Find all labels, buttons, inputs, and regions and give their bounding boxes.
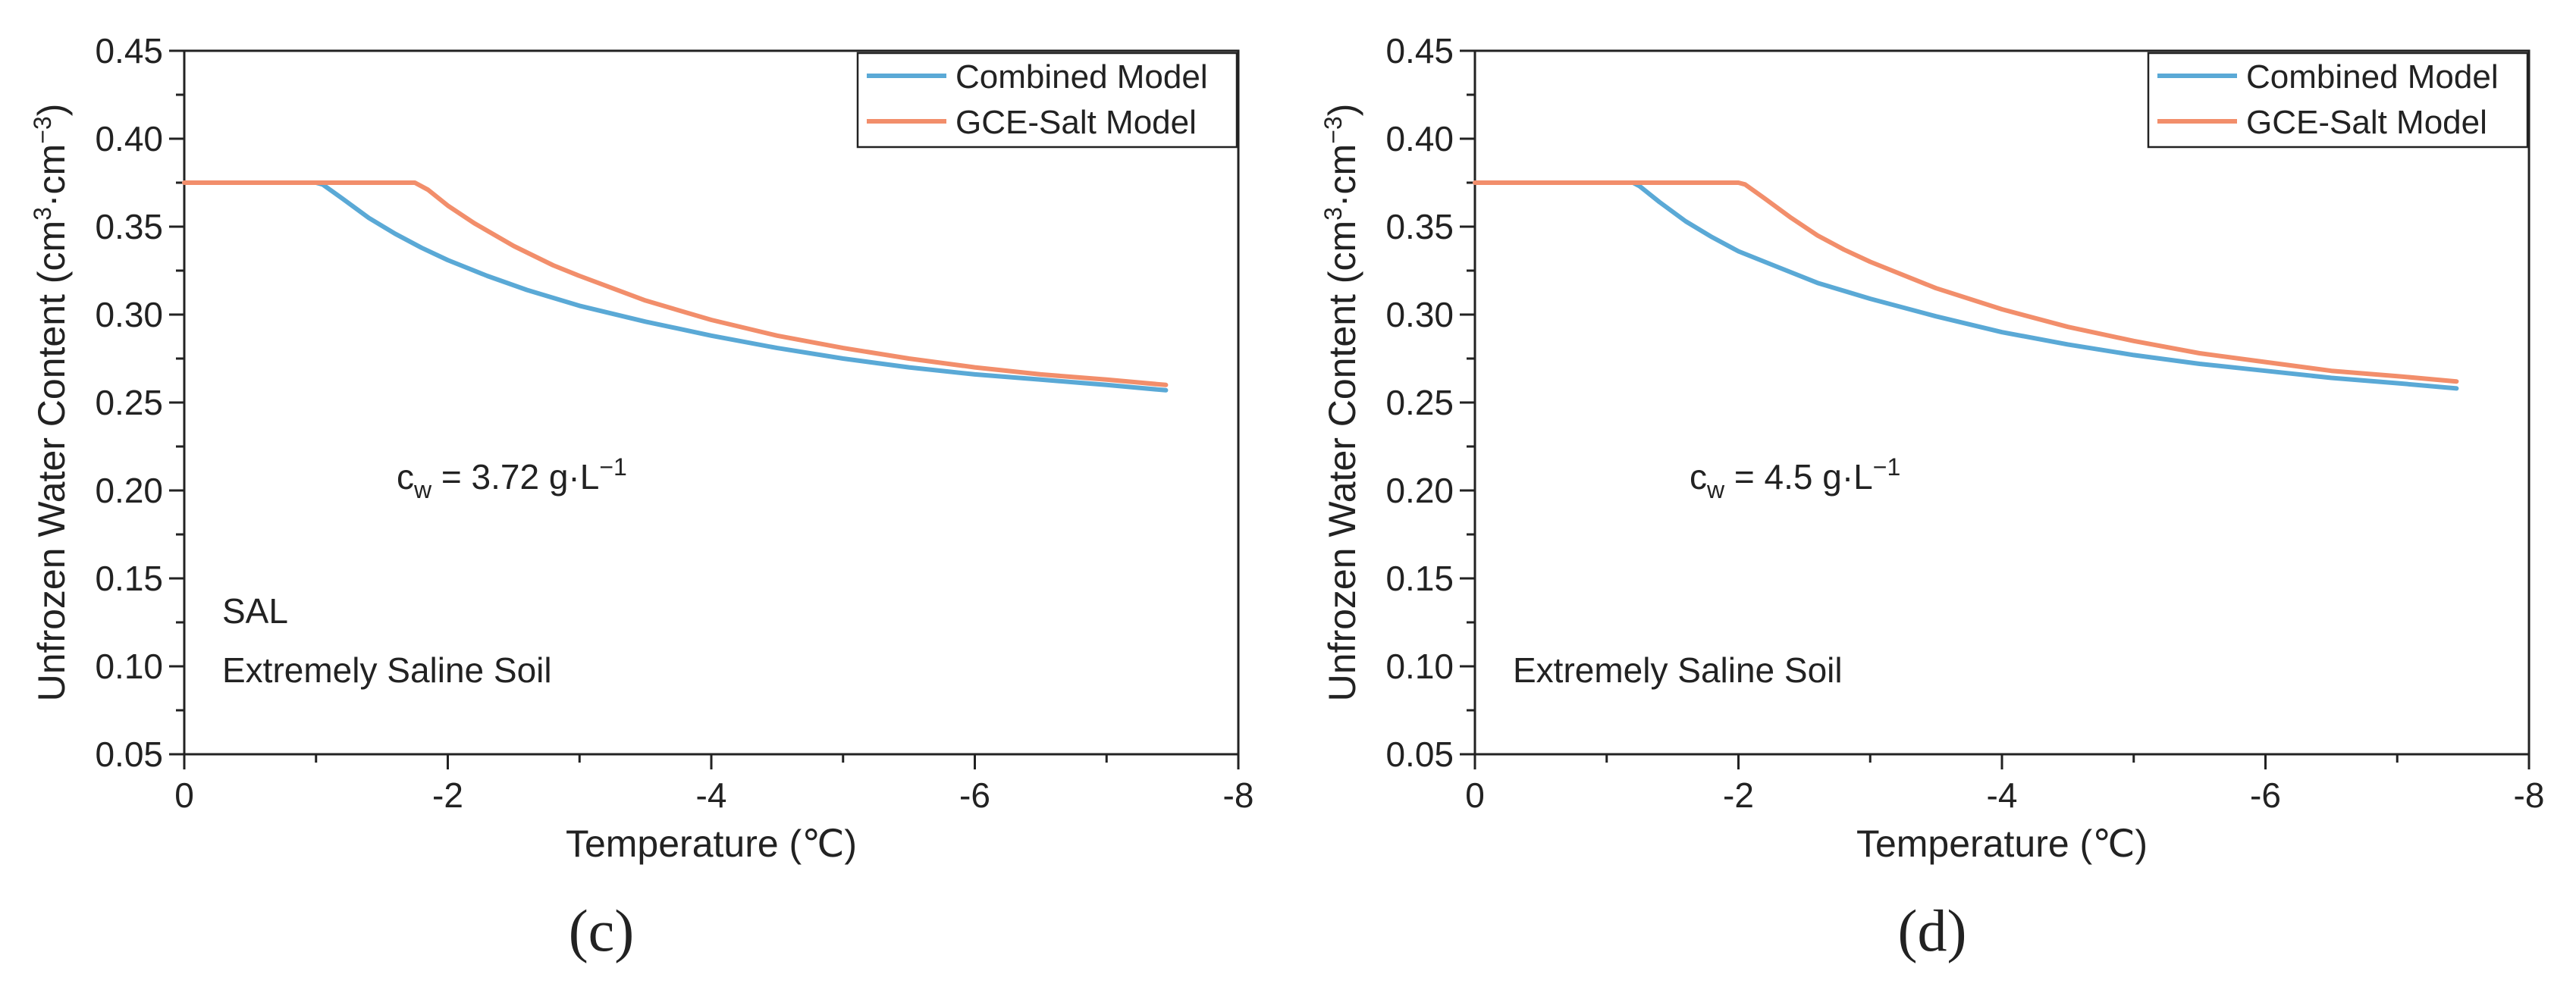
legend-label-combined: Combined Model [955,58,1208,96]
panel-label-d: (d) [1898,898,1967,963]
chart-panel-c: 0.05 0.10 0.15 0.20 0.25 0.30 0.35 0.40 0.45 0 -2… [29,31,1253,963]
y-tick-label: 0.15 [95,559,163,598]
x-tick-label: -6 [959,775,990,815]
x-tick-label: 0 [1465,775,1485,815]
y-tick-label: 0.40 [1385,119,1454,158]
y-ticks: 0.05 0.10 0.15 0.20 0.25 0.30 0.35 0.40 0.45 [1385,31,1475,774]
x-tick-label: -2 [432,775,463,815]
y-tick-label: 0.25 [95,383,163,422]
y-tick-label: 0.15 [1385,559,1454,598]
x-tick-label: 0 [174,775,194,815]
legend: Combined Model GCE-Salt Model [856,52,1238,149]
chart-panel-d: 0.05 0.10 0.15 0.20 0.25 0.30 0.35 0.40 0.45 0 -2… [1319,31,2544,963]
y-tick-label: 0.05 [1385,735,1454,774]
panel-label-c: (c) [569,898,635,963]
y-tick-label: 0.10 [1385,647,1454,686]
plot-frame [183,49,1240,756]
y-tick-label: 0.35 [95,207,163,246]
legend-label-gce: GCE-Salt Model [955,104,1197,141]
legend-box [856,52,1238,149]
plot-lines [182,180,1169,393]
series-line-combined-model [1473,180,2459,391]
x-ticks: 0 -2 -4 -6 -8 [174,754,1253,815]
y-tick-label: 0.05 [95,735,163,774]
note-soil-type: Extremely Saline Soil [222,650,552,690]
note-soil-type: Extremely Saline Soil [1513,650,1843,690]
legend-box [2147,52,2529,149]
legend-label-combined: Combined Model [2246,58,2499,96]
y-tick-label: 0.25 [1385,383,1454,422]
concentration-annotation: cw = 4.5 g·L−1 [1690,453,1900,503]
y-tick-label: 0.35 [1385,207,1454,246]
y-tick-label: 0.40 [95,119,163,158]
x-tick-label: -6 [2250,775,2281,815]
x-tick-label: -4 [1987,775,2018,815]
y-tick-label: 0.45 [95,31,163,70]
x-tick-label: -8 [2514,775,2545,815]
legend: Combined Model GCE-Salt Model [2147,52,2529,149]
plot-frame [1473,49,2531,756]
x-tick-label: -8 [1223,775,1254,815]
y-ticks: 0.05 0.10 0.15 0.20 0.25 0.30 0.35 0.40 0.45 [95,31,184,774]
x-ticks: 0 -2 -4 -6 -8 [1465,754,2544,815]
y-tick-label: 0.10 [95,647,163,686]
y-tick-label: 0.30 [95,295,163,334]
y-tick-label: 0.20 [1385,471,1454,510]
y-tick-label: 0.30 [1385,295,1454,334]
x-tick-label: -2 [1723,775,1754,815]
series-line-gce-salt-model [182,180,1169,387]
x-tick-label: -4 [696,775,727,815]
plot-lines [1473,180,2459,391]
y-axis-title: Unfrozen Water Content (cm3·cm−3) [29,104,73,702]
legend-label-gce: GCE-Salt Model [2246,104,2487,141]
concentration-annotation: cw = 3.72 g·L−1 [397,453,627,503]
y-tick-label: 0.45 [1385,31,1454,70]
x-axis-title: Temperature (℃) [566,822,857,865]
note-soil-code: SAL [222,591,288,631]
y-tick-label: 0.20 [95,471,163,510]
series-line-combined-model [182,180,1169,393]
series-line-gce-salt-model [1473,180,2459,384]
x-axis-title: Temperature (℃) [1856,822,2148,865]
y-axis-title: Unfrozen Water Content (cm3·cm−3) [1319,104,1363,702]
